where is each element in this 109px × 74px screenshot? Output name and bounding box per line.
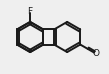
- Text: O: O: [93, 49, 100, 58]
- Text: F: F: [28, 7, 33, 16]
